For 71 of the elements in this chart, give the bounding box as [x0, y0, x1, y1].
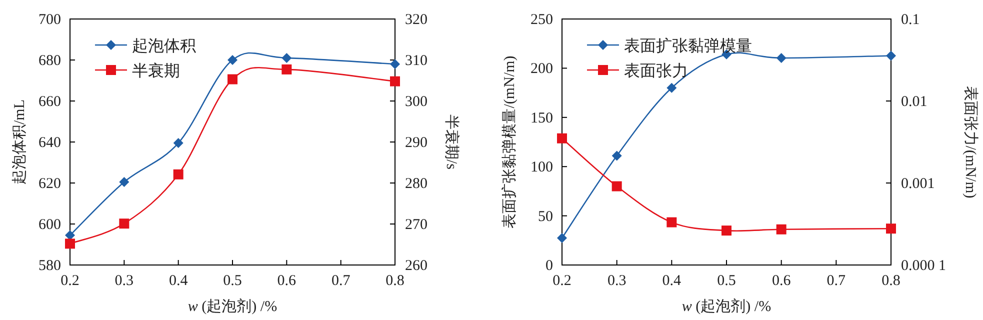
y-tick-label: 700 [38, 12, 61, 28]
x-tick-label: 0.6 [772, 273, 792, 289]
y-tick-label: 0 [546, 258, 553, 274]
point [886, 50, 896, 61]
point [65, 238, 75, 249]
legend-label: 表面扩张黏弹模量 [624, 37, 752, 55]
x-tick-label: 0.7 [826, 273, 846, 289]
y-tick-label: 250 [530, 12, 553, 28]
point [776, 52, 786, 63]
point [173, 169, 184, 180]
x-tick-label: 0.2 [60, 273, 80, 289]
x-tick-label: 0.2 [552, 273, 572, 289]
y-tick-label: 620 [38, 176, 61, 192]
y-tick-label: 600 [38, 217, 61, 233]
point [886, 224, 896, 234]
y-tick-label: 200 [530, 61, 553, 78]
point [119, 218, 130, 229]
point [119, 176, 130, 187]
x-tick-label: 0.4 [168, 273, 188, 289]
y-tick-label: 50 [538, 208, 553, 225]
x-tick-label: 0.8 [386, 273, 404, 289]
point [282, 64, 292, 74]
y2-tick-label: 290 [405, 135, 428, 151]
point [228, 74, 238, 84]
y-tick-label: 580 [38, 258, 61, 274]
legend-label: 起泡体积 [132, 38, 196, 55]
y2-tick-label: 310 [405, 53, 428, 69]
y2-tick-label: 0.001 [901, 176, 935, 192]
x-tick-label: 0.6 [277, 273, 297, 289]
y2-tick-label: 0.1 [901, 12, 920, 28]
point [666, 217, 677, 228]
y-tick-label: 100 [530, 160, 553, 176]
x-tick-label: 0.8 [882, 273, 900, 289]
legend-label: 半衰期 [132, 62, 180, 80]
y-tick-label: 660 [38, 94, 61, 110]
point [282, 52, 292, 63]
y-tick-label: 150 [530, 110, 553, 126]
y-axis-title: 表面扩张黏弹模量/(mN/m) [501, 56, 518, 228]
point [557, 133, 567, 144]
point [228, 55, 238, 65]
x-tick-label: 0.4 [662, 273, 682, 289]
y2-tick-label: 280 [405, 176, 428, 192]
y2-tick-label: 300 [405, 94, 428, 110]
point [722, 226, 732, 236]
x-axis-title: w (起泡剂) /% [682, 298, 772, 315]
x-axis-title: w (起泡剂) /% [188, 298, 278, 315]
y2-tick-label: 320 [405, 12, 428, 28]
x-tick-label: 0.3 [607, 273, 626, 289]
point [612, 181, 622, 192]
x-tick-label: 0.5 [717, 273, 736, 289]
point [612, 150, 622, 161]
point [390, 59, 400, 70]
point [173, 138, 184, 148]
legend-label: 表面张力 [624, 62, 688, 80]
y-axis-title: 起泡体积/mL [11, 100, 28, 184]
x-tick-label: 0.7 [331, 273, 351, 289]
point [557, 233, 567, 244]
y-tick-label: 640 [38, 135, 61, 151]
point [390, 76, 400, 86]
y2-axis-title: 半衰期/s [443, 114, 460, 170]
y2-tick-label: 260 [405, 258, 428, 274]
point [65, 230, 75, 240]
point [776, 224, 786, 234]
y2-tick-label: 0.000 1 [901, 258, 946, 274]
point [666, 82, 677, 93]
x-tick-label: 0.5 [223, 273, 242, 289]
y2-axis-title: 表面张力/(mN/m) [962, 86, 979, 198]
x-tick-label: 0.3 [114, 273, 134, 289]
y2-tick-label: 0.01 [901, 94, 928, 110]
y-tick-label: 680 [38, 53, 61, 69]
y2-tick-label: 270 [405, 217, 428, 233]
